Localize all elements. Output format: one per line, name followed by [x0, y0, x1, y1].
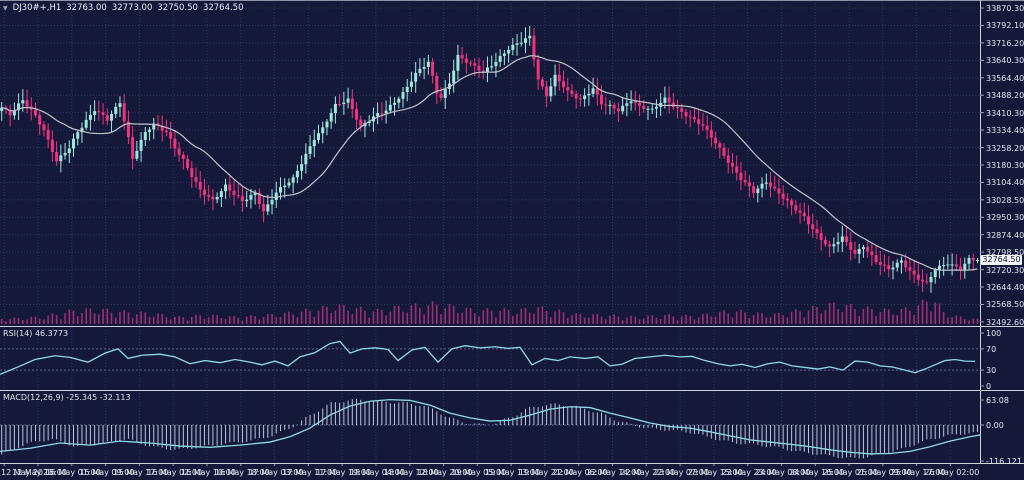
rsi-indicator-label: RSI(14) 46.3773 [3, 329, 69, 338]
macd-axis-label: 63.08 [986, 396, 1009, 405]
time-axis-label: 12 May 16:00 [12, 468, 67, 477]
price-axis-label: 33028.50 [986, 195, 1024, 205]
price-axis-label: 33870.30 [986, 4, 1024, 13]
price-axis-label: 32798.50 [986, 248, 1024, 258]
price-axis-label: 33334.40 [986, 126, 1024, 136]
price-axis-label: 33258.20 [986, 143, 1024, 153]
time-axis-label: 26 May 02:00 [924, 468, 980, 477]
time-axis-label: 19 May 05:00 [451, 468, 507, 477]
time-axis-label: 25 May 01:00 [823, 468, 878, 477]
price-axis-label: 32720.30 [986, 265, 1024, 275]
rsi-axis-label: 100 [986, 329, 1002, 338]
time-axis-label: 23 May 15:00 [687, 468, 743, 477]
time-axis-label: 17 May 19:00 [316, 468, 371, 477]
price-axis-label: 33180.30 [986, 160, 1024, 170]
time-axis-label: 22 May 22:00 [620, 468, 676, 477]
ohlc-high: 32773.00 [111, 3, 153, 13]
rsi-axis-label: 0 [986, 382, 992, 391]
time-axis-label: 24 May 08:00 [755, 468, 811, 477]
time-axis-label: 18 May 12:00 [383, 468, 439, 477]
time-axis-label: 24 May 16:00 [789, 468, 845, 477]
price-axis-label: 32568.50 [986, 300, 1024, 310]
rsi-axis-label: 30 [986, 366, 997, 376]
time-axis-label: 16 May 02:00 [147, 468, 203, 477]
macd-axis-label: -116.121 [986, 457, 1022, 466]
price-axis-label: 33104.40 [986, 178, 1024, 188]
time-axis-label: 15 May 09:00 [79, 468, 135, 477]
time-axis-label: 19 May 21:00 [518, 468, 574, 477]
time-axis-label: 16 May 10:00 [180, 468, 236, 477]
time-axis-label: 17 May 03:00 [248, 468, 304, 477]
price-axis-label: 33410.30 [986, 108, 1024, 118]
price-axis-label: 32950.30 [986, 213, 1024, 223]
time-axis-label: 25 May 09:00 [856, 468, 912, 477]
current-price-tag: 32764.50 [981, 255, 1022, 266]
time-axis-label: 17 May 11:00 [282, 468, 338, 477]
price-axis-label: 32492.60 [986, 317, 1024, 327]
ohlc-close: 32764.50 [202, 3, 244, 13]
price-axis-label: 32644.40 [986, 283, 1024, 293]
time-axis-label: 18 May 04:00 [349, 468, 405, 477]
price-axis-label: 33488.20 [986, 91, 1024, 101]
price-axis-label: 33792.10 [986, 21, 1024, 31]
time-axis-label: 22 May 06:00 [552, 468, 608, 477]
macd-axis-label: 0.00 [986, 421, 1004, 430]
time-axis-label: 15 May 17:00 [113, 468, 169, 477]
price-axis-label: 33716.20 [986, 38, 1024, 48]
rsi-axis-label: 70 [986, 344, 997, 354]
price-axis-label: 33640.30 [986, 56, 1024, 66]
time-axis-label: 22 May 14:00 [586, 468, 642, 477]
price-axis-label: 33564.40 [986, 73, 1024, 83]
time-axis-label: 18 May 20:00 [417, 468, 473, 477]
time-axis-label: 15 May 01:00 [45, 468, 101, 477]
time-axis-label: 23 May 07:00 [654, 468, 709, 477]
time-axis-label: 23 May 23:00 [721, 468, 777, 477]
time-axis-label: 12 May 2023 [1, 468, 54, 477]
symbol-period-label: DJ30#+,H1 [12, 3, 62, 13]
one-click-trading-arrow-icon[interactable]: ▼ [3, 4, 8, 12]
macd-indicator-label: MACD(12,26,9) -25.345 -32.113 [3, 393, 131, 402]
ohlc-open: 32763.00 [66, 3, 107, 13]
ohlc-low: 32750.50 [157, 3, 198, 13]
time-axis-label: 25 May 17:00 [890, 468, 946, 477]
price-axis-label: 32874.40 [986, 230, 1024, 240]
time-axis-label: 19 May 13:00 [485, 468, 540, 477]
chart-title: ▼ DJ30#+,H1 32763.00 32773.00 32750.50 3… [3, 3, 244, 13]
time-axis-label: 16 May 18:00 [214, 468, 270, 477]
